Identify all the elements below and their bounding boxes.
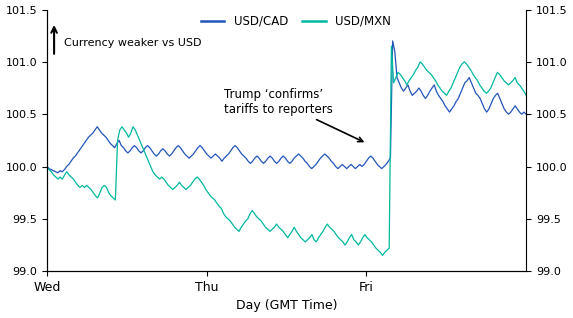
- USD/MXN: [105, 191, 112, 195]
- Text: Trump ‘confirms’
tariffs to reporters: Trump ‘confirms’ tariffs to reporters: [224, 88, 363, 142]
- USD/CAD: [177, 146, 184, 149]
- USD/MXN: [386, 246, 393, 250]
- USD/CAD: [301, 159, 308, 163]
- Legend: USD/CAD, USD/MXN: USD/CAD, USD/MXN: [196, 10, 396, 33]
- Line: USD/CAD: USD/CAD: [47, 41, 526, 173]
- USD/CAD: [453, 100, 460, 104]
- Line: USD/MXN: USD/MXN: [47, 46, 526, 255]
- USD/CAD: [54, 171, 61, 175]
- USD/CAD: [468, 81, 475, 85]
- USD/MXN: [44, 165, 50, 169]
- USD/CAD: [44, 165, 50, 169]
- USD/MXN: [379, 253, 386, 257]
- USD/MXN: [388, 44, 395, 48]
- X-axis label: Day (GMT Time): Day (GMT Time): [236, 300, 337, 313]
- Text: Currency weaker vs USD: Currency weaker vs USD: [64, 38, 201, 48]
- USD/MXN: [523, 93, 529, 97]
- USD/MXN: [150, 170, 156, 174]
- USD/MXN: [481, 89, 488, 93]
- USD/CAD: [523, 112, 529, 116]
- USD/CAD: [186, 156, 193, 160]
- USD/MXN: [242, 219, 249, 223]
- USD/CAD: [389, 39, 396, 43]
- USD/CAD: [477, 97, 484, 100]
- USD/MXN: [214, 201, 221, 205]
